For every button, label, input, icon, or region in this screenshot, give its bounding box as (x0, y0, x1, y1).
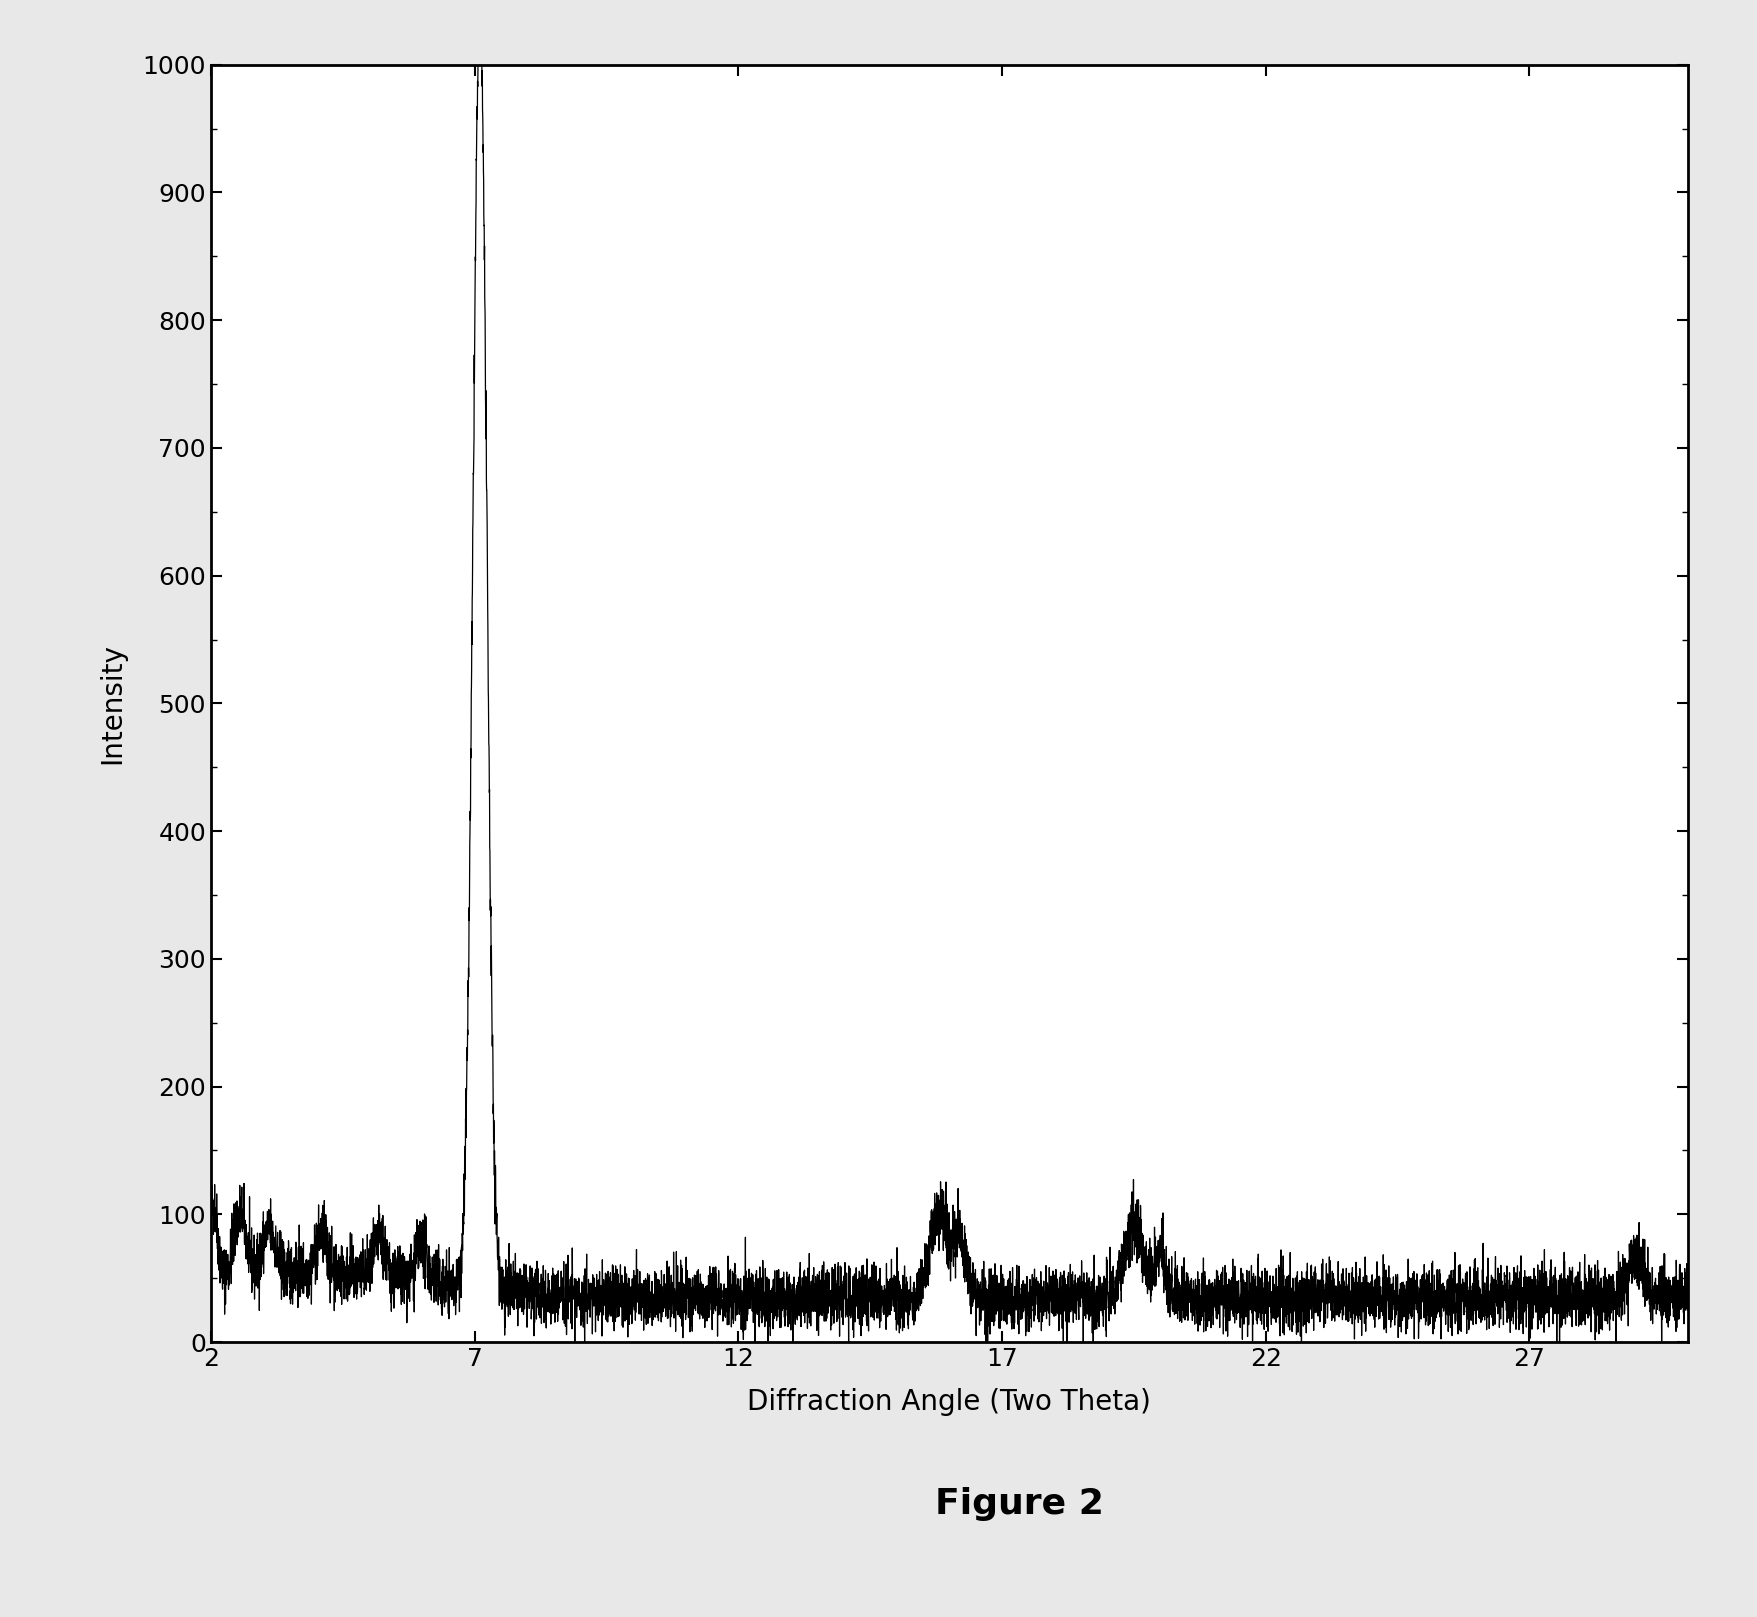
Text: Figure 2: Figure 2 (935, 1486, 1103, 1522)
Y-axis label: Intensity: Intensity (98, 644, 127, 763)
X-axis label: Diffraction Angle (Two Theta): Diffraction Angle (Two Theta) (747, 1387, 1151, 1415)
